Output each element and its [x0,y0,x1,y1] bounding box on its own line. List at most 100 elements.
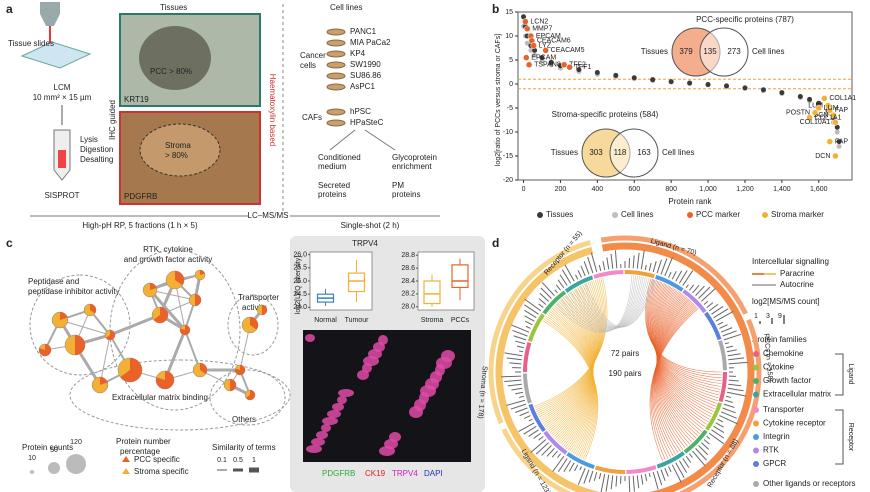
legend-label: 0.1 [217,457,227,464]
count-bar [656,470,663,486]
legend-label: Stroma specific [134,467,189,476]
label: IHC guided [108,100,117,140]
count-bar [528,429,539,437]
count-bar [698,286,711,299]
count-bar [516,345,524,349]
y-tick-label: 15 [505,9,513,16]
count-bar [515,340,526,345]
ring-segment [543,430,568,455]
count-bar [559,274,568,286]
label: proteins [392,190,420,199]
count-bar [614,250,618,269]
link [649,308,699,462]
count-bar [511,324,530,333]
count-bar [506,399,526,406]
count-bar [682,458,690,468]
legend-swatch [687,212,693,218]
legend-label: Growth factor [763,376,811,385]
node-share [175,271,185,286]
count-bar [524,315,535,322]
count-bar [648,262,652,271]
count-bar [708,432,724,445]
x-tick-label: 200 [555,186,567,193]
node-share [262,305,267,315]
legend-label: Cell lines [621,210,653,219]
count-bar [703,439,710,445]
panel-label: c [6,236,13,250]
label: enrichment [392,162,432,171]
count-bar [726,349,737,353]
legend-title: Protein counts [22,443,73,452]
cell [322,417,338,425]
dish [326,39,346,47]
count-bar [715,422,724,428]
point-label: MMP7 [532,26,552,33]
cluster-outline [227,294,279,356]
stain-label: PDGFRB [322,469,355,478]
count-bar [720,327,733,333]
point [542,47,549,54]
edge [59,319,111,336]
point-label: TFF2 [569,62,586,69]
count-bar [713,425,725,434]
count-bar [688,453,693,458]
point [566,63,573,71]
count-bar [515,391,524,395]
panel-b: log2[ratio of PCCs versus stroma or CAFs… [495,9,856,219]
count-bar [728,361,748,365]
legend-swatch [753,391,759,398]
legend-swatch [753,461,759,467]
legend-title: log2[MS/MS count] [752,297,820,306]
label: Tissue slides [8,39,54,48]
ring-segment [594,465,626,475]
point-label: LUM [808,102,823,109]
legend-swatch [537,212,543,218]
x-tick-label: 400 [592,186,604,193]
point [834,129,840,135]
legend-label: 120 [70,439,82,446]
count-bar [523,425,537,435]
node-share [235,365,246,375]
point [832,119,839,126]
count-bar [530,439,547,453]
label: SISPROT [44,191,79,200]
label: KRT19 [124,95,149,104]
point-label: FAP [835,107,849,114]
legend-swatch [612,212,618,218]
legend-label: 50 [50,447,58,454]
panel-a: Tissue slides LCM 10 mm² × 15 µm Lysis D… [8,2,440,230]
count-bar [513,335,527,341]
cell [327,410,341,418]
point [797,93,803,99]
point-label: CEACAM5 [551,47,585,54]
legend-swatch [753,364,759,371]
count-bar [695,448,707,461]
x-tick-label: 1,200 [736,186,754,193]
point [760,87,766,93]
legend-label: Transporter [763,405,804,414]
label: 10 mm² × 15 µm [33,93,92,102]
count-bar [561,269,572,284]
count-bar [711,429,725,439]
label: cells [300,61,316,70]
venn-count: 303 [589,148,603,157]
count-bar [671,271,677,280]
count-bar [583,261,590,275]
count-bar [675,270,683,282]
point [548,59,554,65]
venn-count: 273 [727,47,741,56]
dish [326,108,346,116]
count-bar [504,379,522,382]
count-bar [727,353,741,357]
venn-count: 135 [703,47,717,56]
count-bar [546,448,555,457]
stain-label: DAPI [424,469,443,478]
point [779,90,785,96]
point [832,152,839,160]
count-bar [563,460,572,473]
link [579,278,654,328]
point-label: DCN [813,112,828,119]
y-tick-label: 28.0 [401,304,415,311]
ring-segment [624,269,655,279]
count-bar [717,418,724,423]
